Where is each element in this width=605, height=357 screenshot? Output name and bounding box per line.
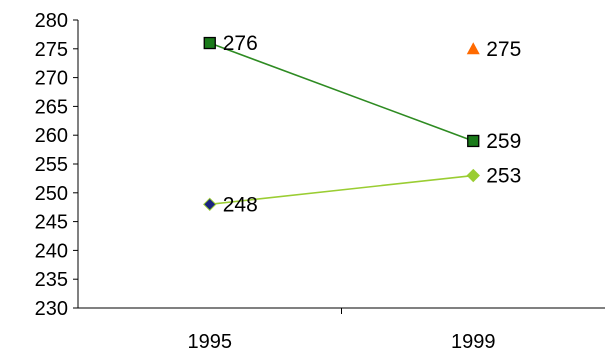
y-tick-label: 275 [35,39,68,61]
series-lines [209,42,474,206]
series-2-data-label: 248 [223,193,258,216]
series-1-marker [467,134,480,148]
y-tick-label: 230 [35,298,68,320]
y-tick-label: 255 [35,154,68,176]
series-1-line [209,42,474,142]
series-2-marker [203,197,217,212]
series-1-marker [203,36,216,50]
y-tick-label: 245 [35,212,68,234]
y-tick-label: 240 [35,240,68,262]
series-3-marker [466,42,480,55]
x-tick-label: 1995 [188,331,233,353]
series-2-marker [466,168,480,183]
series-1-data-label: 276 [223,32,258,55]
series-markers [203,36,480,212]
y-tick-label: 270 [35,68,68,90]
y-tick-label: 260 [35,125,68,147]
y-tick-label: 265 [35,96,68,118]
series-2-data-label: 253 [486,165,521,188]
series-1-data-label: 259 [486,130,521,153]
series-3-data-label: 275 [486,38,521,61]
data-labels: 276 259 248 253 275 [223,32,522,216]
axes: 230 235 240 245 250 255 260 265 270 275 280 1995 199… [35,10,605,353]
x-tick-label: 1999 [451,331,496,353]
y-tick-label: 235 [35,269,68,291]
y-tick-label: 250 [35,183,68,205]
y-tick-label: 280 [35,10,68,32]
series-2-line [209,174,474,206]
